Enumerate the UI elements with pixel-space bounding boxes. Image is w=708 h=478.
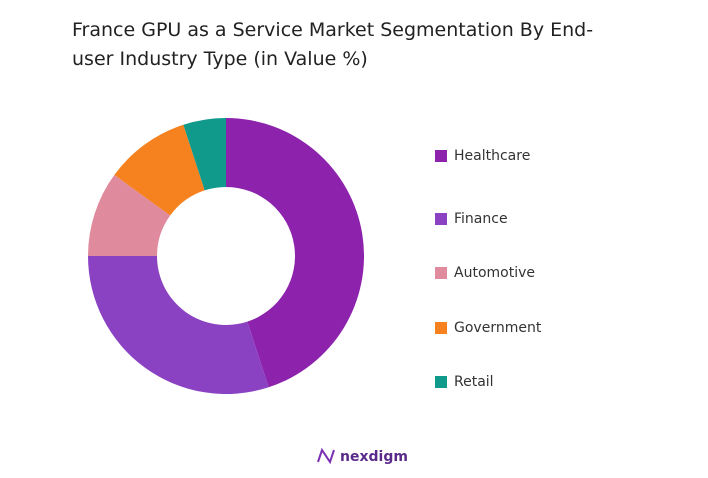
donut-slice (88, 174, 171, 256)
legend-label: Government (454, 320, 542, 336)
chart-title: France GPU as a Service Market Segmentat… (72, 19, 594, 70)
legend-label: Automotive (454, 265, 535, 281)
donut-slice (226, 118, 364, 388)
brand-logo (317, 447, 335, 465)
legend-swatch (435, 213, 447, 225)
brand: nexdigm (340, 449, 408, 465)
legend-swatch (435, 376, 447, 388)
legend-swatch (435, 150, 447, 162)
legend-label: Retail (454, 374, 494, 390)
legend-label: Healthcare (454, 148, 530, 164)
legend-swatch (435, 322, 447, 334)
legend-label: Finance (454, 211, 508, 227)
donut-slice (88, 256, 269, 394)
legend-swatch (435, 267, 447, 279)
donut-slice (183, 118, 226, 191)
donut-slice (114, 124, 205, 216)
